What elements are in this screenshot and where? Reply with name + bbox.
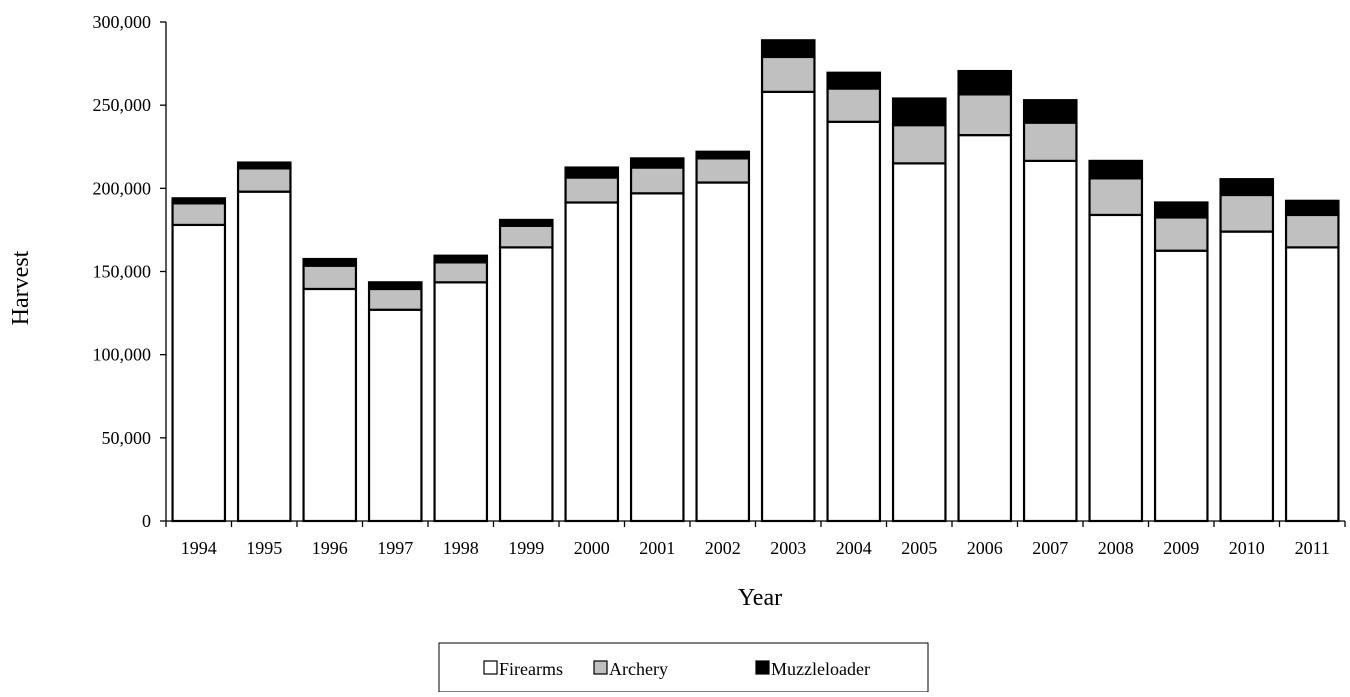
bar-firearms-2010 xyxy=(1219,230,1275,523)
bar-firearms-1997 xyxy=(367,308,423,523)
bar-firearms-2011 xyxy=(1284,246,1340,523)
bar-archery-2007 xyxy=(1022,121,1078,162)
legend: Firearms Archery Muzzleloader xyxy=(438,642,929,693)
x-tick-label: 1996 xyxy=(312,538,348,558)
bar-muzzleloader-2003 xyxy=(760,39,816,59)
bar-archery-2003 xyxy=(760,55,816,93)
y-tick-label: 300,000 xyxy=(93,12,152,32)
legend-swatch-muzzleloader xyxy=(755,660,770,675)
x-tick-label: 2005 xyxy=(901,538,937,558)
y-tick-label: 250,000 xyxy=(93,95,152,115)
x-axis-title: Year xyxy=(738,585,782,611)
legend-swatch-firearms xyxy=(483,660,498,675)
y-tick-label: 0 xyxy=(142,511,151,531)
y-tick-label: 150,000 xyxy=(93,262,152,282)
x-tick-label: 2009 xyxy=(1163,538,1199,558)
bar-firearms-2006 xyxy=(957,134,1013,523)
x-tick-label: 2001 xyxy=(639,538,675,558)
bar-archery-1996 xyxy=(302,264,358,291)
bar-muzzleloader-2006 xyxy=(957,69,1013,96)
legend-swatch-archery xyxy=(593,660,608,675)
bar-archery-1995 xyxy=(236,167,292,193)
x-tick-label: 2004 xyxy=(836,538,872,558)
x-tick-label: 1999 xyxy=(508,538,544,558)
bar-muzzleloader-2004 xyxy=(826,71,882,90)
y-axis-title: Harvest xyxy=(8,250,34,325)
bar-firearms-1996 xyxy=(302,287,358,523)
bar-archery-2008 xyxy=(1088,177,1144,217)
bar-archery-1997 xyxy=(367,287,423,311)
bar-archery-2004 xyxy=(826,87,882,123)
x-tick-label: 2010 xyxy=(1229,538,1265,558)
bar-muzzleloader-2002 xyxy=(695,150,751,160)
x-tick-label: 1994 xyxy=(181,538,217,558)
x-tick-label: 1997 xyxy=(377,538,413,558)
bar-muzzleloader-2000 xyxy=(564,166,620,179)
bar-firearms-1994 xyxy=(171,223,227,523)
legend-label-archery: Archery xyxy=(609,659,668,679)
bar-firearms-2005 xyxy=(891,162,947,523)
legend-label-muzzleloader: Muzzleloader xyxy=(771,659,870,679)
bar-archery-2011 xyxy=(1284,213,1340,249)
bar-firearms-2003 xyxy=(760,90,816,523)
x-tick-label: 2011 xyxy=(1295,538,1330,558)
x-tick-label: 1995 xyxy=(246,538,282,558)
x-axis: 1994 1995 1996 1997 1998 1999 2000 2001 2002 2003… xyxy=(165,520,1346,558)
bar-archery-1999 xyxy=(498,224,554,249)
legend-box xyxy=(438,642,929,693)
y-axis: 0 50,000 100,000 150,000 200,000 250,000 300,0… xyxy=(93,12,167,531)
bar-archery-1998 xyxy=(433,261,489,284)
bar-archery-2006 xyxy=(957,93,1013,137)
bar-firearms-2009 xyxy=(1153,249,1209,523)
bar-muzzleloader-2007 xyxy=(1022,99,1078,124)
bar-archery-2002 xyxy=(695,157,751,184)
bar-muzzleloader-1994 xyxy=(171,197,227,205)
bar-muzzleloader-1999 xyxy=(498,218,554,227)
bar-archery-2009 xyxy=(1153,216,1209,252)
bar-firearms-1998 xyxy=(433,281,489,523)
y-tick-label: 100,000 xyxy=(93,345,152,365)
bar-muzzleloader-2001 xyxy=(629,157,685,169)
bar-muzzleloader-2009 xyxy=(1153,201,1209,219)
bar-muzzleloader-2008 xyxy=(1088,159,1144,180)
bar-muzzleloader-1995 xyxy=(236,161,292,170)
bar-muzzleloader-1997 xyxy=(367,281,423,291)
bar-muzzleloader-2010 xyxy=(1219,178,1275,197)
bars xyxy=(171,39,1340,523)
x-tick-label: 1998 xyxy=(443,538,479,558)
bar-archery-2010 xyxy=(1219,193,1275,233)
bar-firearms-2002 xyxy=(695,181,751,523)
bar-firearms-2007 xyxy=(1022,159,1078,523)
bar-muzzleloader-1996 xyxy=(302,257,358,267)
bar-archery-2000 xyxy=(564,176,620,204)
x-tick-label: 2000 xyxy=(574,538,610,558)
bar-firearms-2008 xyxy=(1088,213,1144,523)
y-tick-label: 200,000 xyxy=(93,178,152,198)
bar-muzzleloader-1998 xyxy=(433,254,489,264)
x-tick-label: 2003 xyxy=(770,538,806,558)
y-tick-label: 50,000 xyxy=(102,428,152,448)
bar-archery-1994 xyxy=(171,202,227,227)
x-tick-label: 2008 xyxy=(1098,538,1134,558)
x-tick-label: 2006 xyxy=(967,538,1003,558)
bar-archery-2001 xyxy=(629,166,685,195)
bar-firearms-1995 xyxy=(236,190,292,523)
bar-muzzleloader-2011 xyxy=(1284,199,1340,217)
bar-archery-2005 xyxy=(891,124,947,165)
legend-label-firearms: Firearms xyxy=(499,659,563,679)
bar-firearms-2000 xyxy=(564,201,620,523)
bar-muzzleloader-2005 xyxy=(891,97,947,127)
bar-firearms-1999 xyxy=(498,246,554,523)
bar-firearms-2004 xyxy=(826,120,882,523)
bar-firearms-2001 xyxy=(629,192,685,523)
x-tick-label: 2007 xyxy=(1032,538,1068,558)
x-tick-label: 2002 xyxy=(705,538,741,558)
